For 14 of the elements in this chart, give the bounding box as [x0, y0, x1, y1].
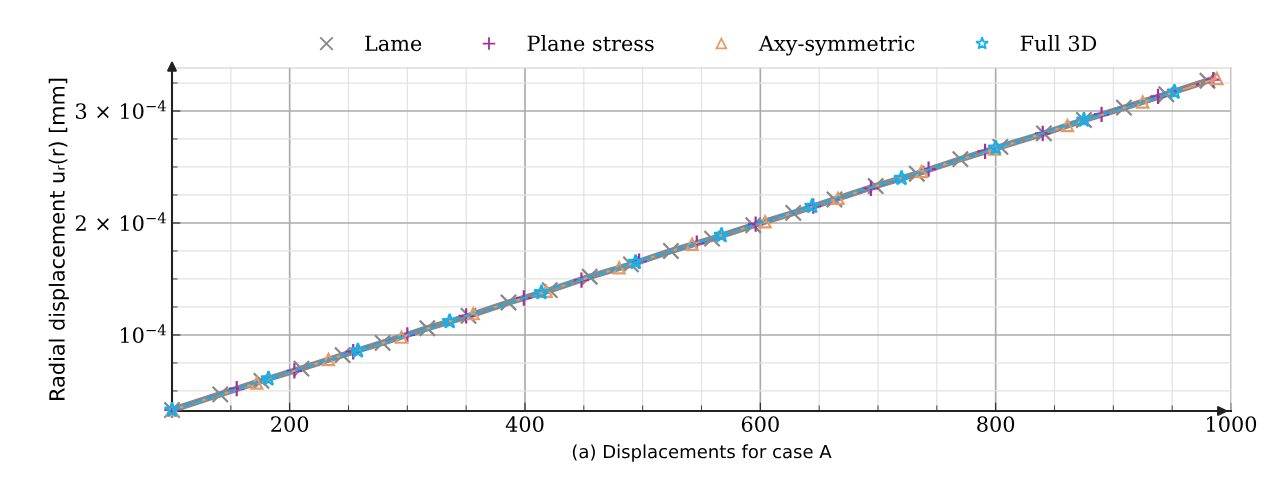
- legend-label: Axy-symmetric: [758, 35, 915, 56]
- x-axis-title: (a) Displacements for case A: [572, 444, 832, 462]
- x-tick-label: 800: [977, 416, 1015, 432]
- legend-label: Lame: [365, 35, 422, 52]
- y-tick-label: 10$^{−4}$: [120, 324, 166, 344]
- legend-label: Full 3D: [1020, 35, 1097, 52]
- x-tick-label: 200: [271, 416, 309, 432]
- x-tick-label: 600: [741, 416, 779, 432]
- y-axis-title: Radial displacement uᵣ(r) [mm]: [48, 78, 69, 400]
- x-tick-label: 400: [505, 416, 544, 432]
- y-tick-label: 2 × 10$^{−4}$: [75, 212, 166, 232]
- x-tick-label: 1000: [1207, 416, 1257, 432]
- legend-label: Plane stress: [527, 35, 654, 52]
- y-tick-label: 3 × 10$^{−4}$: [76, 100, 166, 120]
